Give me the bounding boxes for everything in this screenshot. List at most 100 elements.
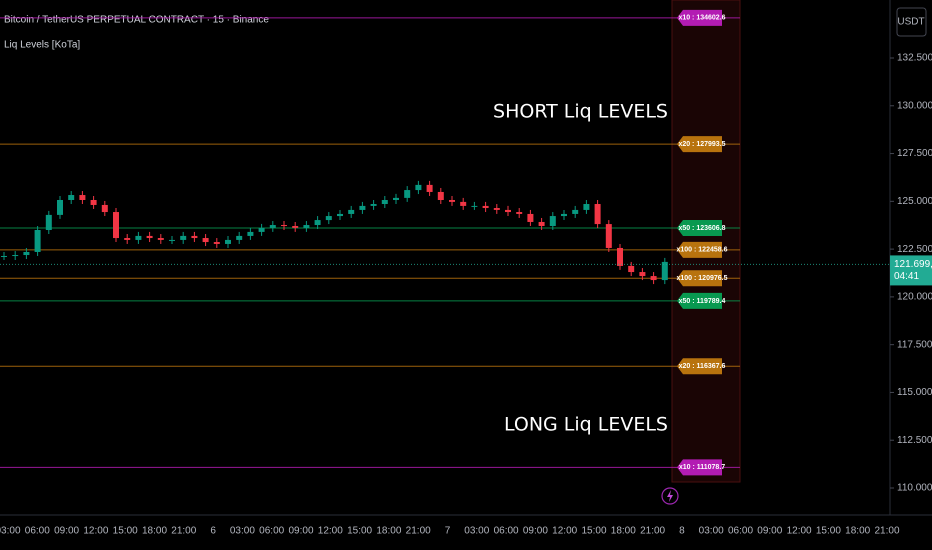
candle-body — [516, 212, 523, 214]
price-tick-label: 112.500,0 — [897, 435, 932, 446]
time-tick-label: 12:00 — [318, 526, 343, 537]
time-tick-label: 15:00 — [347, 526, 372, 537]
candle-body — [482, 205, 489, 209]
time-tick-label: 18:00 — [376, 526, 401, 537]
time-tick-label: 06:00 — [25, 526, 50, 537]
candle-body — [1, 255, 7, 257]
time-tick-label: 15:00 — [581, 526, 606, 537]
candle-body — [169, 239, 175, 241]
candle-body — [337, 213, 343, 217]
candle-body — [650, 276, 657, 281]
candle-body — [561, 213, 567, 217]
liq-level-tag — [677, 292, 722, 309]
price-tick-label: 127.500,0 — [897, 148, 932, 159]
time-tick-label: 09:00 — [757, 526, 782, 537]
symbol-title: Bitcoin / TetherUS PERPETUAL CONTRACT · … — [4, 15, 269, 26]
time-tick-label: 03:00 — [0, 526, 21, 537]
time-tick-label: 09:00 — [523, 526, 548, 537]
liq-zone — [671, 0, 741, 483]
candle-body — [34, 230, 41, 252]
candle-body — [437, 191, 444, 200]
time-tick-label: 21:00 — [171, 526, 196, 537]
candle-body — [393, 197, 399, 200]
time-tick-label: 21:00 — [640, 526, 665, 537]
time-tick-label: 8 — [679, 526, 685, 537]
time-tick-label: 18:00 — [611, 526, 636, 537]
candle-body — [628, 265, 635, 273]
candle-body — [617, 247, 623, 266]
candle-body — [68, 195, 75, 200]
time-tick-label: 09:00 — [54, 526, 79, 537]
candle-body — [594, 204, 601, 225]
liq-level-label: x10 : 134602.6 — [678, 15, 725, 22]
currency-label[interactable]: USDT — [897, 17, 924, 28]
candle-body — [157, 238, 164, 240]
candle-body — [135, 235, 142, 240]
candle-body — [292, 225, 299, 228]
time-tick-label: 12:00 — [787, 526, 812, 537]
alert-icon[interactable] — [661, 487, 679, 505]
time-tick-label: 03:00 — [230, 526, 255, 537]
candle-body — [236, 235, 243, 240]
price-tick-label: 117.500,0 — [897, 339, 932, 350]
candle-body — [124, 238, 131, 240]
countdown-label: 04:41 — [894, 271, 919, 282]
candle-body — [404, 190, 411, 198]
candle-body — [460, 201, 467, 206]
current-price-label: 121.699,3 — [894, 259, 932, 270]
alert-bolt — [667, 490, 673, 502]
time-tick-label: 03:00 — [464, 526, 489, 537]
candle-body — [549, 216, 556, 226]
candle-body — [258, 227, 265, 232]
liq-level-tag — [677, 9, 722, 26]
candle-body — [180, 235, 187, 240]
currency-button[interactable] — [896, 7, 927, 37]
candle-body — [370, 204, 377, 206]
current-price-box — [890, 255, 932, 286]
candle-body — [23, 251, 30, 256]
candle-body — [281, 225, 287, 227]
liq-level-label: x50 : 119789.4 — [679, 298, 726, 305]
long-annotation: LONG Liq LEVELS — [504, 414, 668, 436]
time-tick-label: 15:00 — [113, 526, 138, 537]
candle-body — [583, 204, 590, 210]
time-tick-label: 7 — [445, 526, 451, 537]
candle-body — [661, 261, 668, 281]
candle-body — [113, 212, 119, 239]
liq-level-tag — [677, 241, 722, 258]
candle-body — [415, 184, 422, 191]
time-tick-label: 21:00 — [874, 526, 899, 537]
candle-body — [303, 225, 310, 228]
candle-body — [202, 238, 209, 243]
candle-body — [45, 214, 52, 230]
time-tick-label: 12:00 — [83, 526, 108, 537]
candle-body — [101, 204, 108, 213]
candle-body — [381, 199, 388, 205]
candle-body — [572, 209, 579, 214]
time-tick-label: 15:00 — [816, 526, 841, 537]
price-tick-label: 125.000,0 — [897, 196, 932, 207]
candle-body — [493, 208, 500, 210]
liq-level-label: x20 : 116367.6 — [679, 363, 726, 370]
candle-body — [527, 213, 534, 222]
time-tick-label: 06:00 — [259, 526, 284, 537]
liq-level-label: x100 : 122458.6 — [677, 247, 728, 254]
candle-body — [426, 184, 433, 192]
candle-body — [359, 205, 366, 210]
time-tick-label: 18:00 — [142, 526, 167, 537]
time-tick-label: 6 — [210, 526, 216, 537]
candle-body — [314, 220, 321, 226]
time-tick-label: 09:00 — [288, 526, 313, 537]
time-tick-label: 06:00 — [728, 526, 753, 537]
time-tick-label: 12:00 — [552, 526, 577, 537]
time-tick-label: 06:00 — [494, 526, 519, 537]
liq-level-label: x10 : 111078.7 — [679, 464, 725, 471]
candle-body — [505, 209, 511, 213]
liq-level-tag — [677, 219, 722, 236]
candle-body — [348, 209, 355, 214]
candle-body — [191, 235, 198, 239]
candle-body — [57, 199, 63, 215]
price-tick-label: 130.000,0 — [897, 100, 932, 111]
price-tick-label: 115.000,0 — [897, 387, 932, 398]
price-tick-label: 120.000,0 — [897, 292, 932, 303]
